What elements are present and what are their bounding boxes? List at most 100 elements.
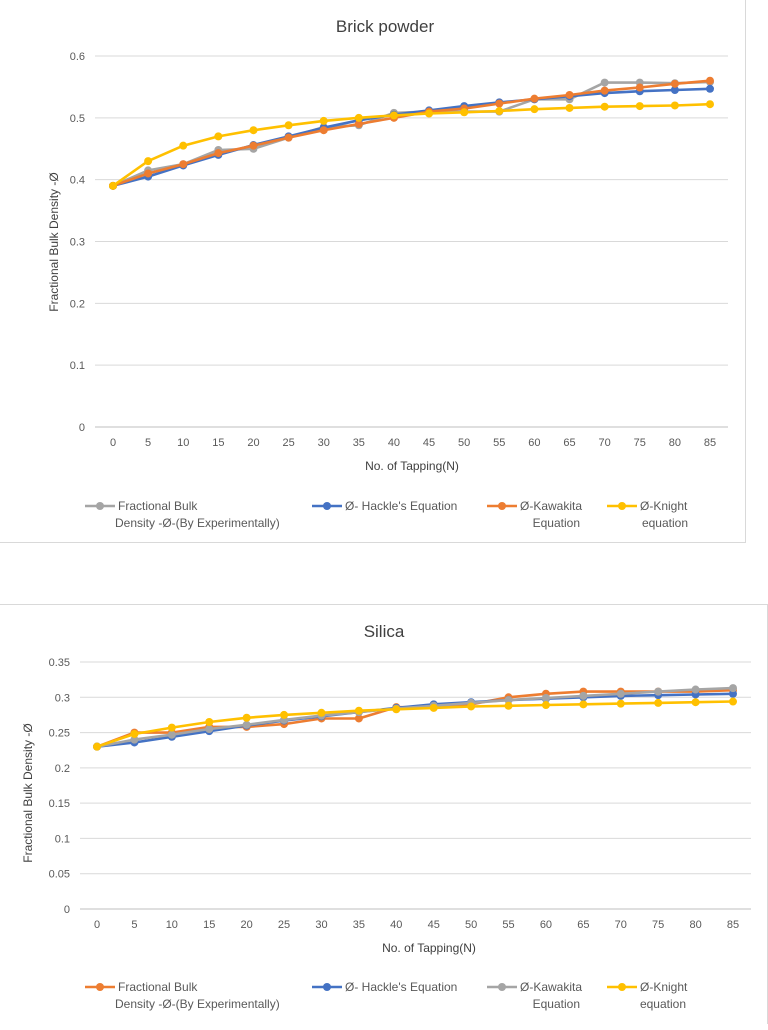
x-tick-label: 50 (458, 437, 470, 449)
legend-label: Ø- Hackle's Equation (345, 499, 457, 513)
data-point (600, 86, 609, 95)
x-tick-label: 60 (540, 919, 552, 931)
x-tick-label: 10 (177, 437, 189, 449)
legend-label: equation (642, 516, 688, 530)
chart-svg: Silica 0 0.05 0.1 0.15 0.2 0.25 0.3 0.35 0 5 10 15 20… (21, 622, 751, 1011)
legend-label: Fractional Bulk (118, 499, 198, 513)
data-point (729, 697, 737, 706)
x-axis-label: No. of Tapping(N) (382, 941, 476, 955)
data-point (354, 714, 363, 723)
data-point (691, 685, 700, 694)
x-tick-label: 10 (166, 919, 178, 931)
data-point (635, 83, 644, 92)
data-point (214, 149, 223, 158)
x-tick-label: 25 (278, 919, 290, 931)
series-line (112, 87, 711, 188)
data-point (541, 701, 550, 710)
data-point (205, 717, 214, 726)
data-point (242, 720, 251, 729)
series-line (96, 686, 734, 748)
x-tick-label: 75 (652, 919, 664, 931)
x-axis-label: No. of Tapping(N) (365, 459, 459, 473)
data-point (495, 99, 504, 108)
legend-swatch-marker (323, 502, 331, 510)
x-tick-label: 40 (390, 919, 402, 931)
data-point (635, 102, 644, 111)
data-point (167, 730, 176, 739)
y-tick-label: 0.5 (70, 113, 85, 125)
legend-swatch-marker (96, 983, 104, 991)
x-tick-label: 70 (615, 919, 627, 931)
legend-label: Ø- Hackle's Equation (345, 980, 457, 994)
data-point (600, 78, 609, 87)
data-point (249, 141, 258, 150)
x-tick-label: 5 (131, 919, 137, 931)
y-tick-label: 0.15 (49, 798, 70, 810)
x-tick-label: 85 (727, 919, 739, 931)
data-point (706, 84, 714, 93)
series-line (112, 79, 711, 188)
data-point (565, 90, 574, 99)
chart-svg: Brick powder 0 0.1 0.2 0.3 0.4 0.5 0.6 0 5 10 15 20 2… (47, 17, 728, 530)
data-point (579, 691, 588, 700)
data-point (579, 700, 588, 709)
legend-swatch-marker (323, 983, 331, 991)
data-point (93, 742, 101, 751)
data-point (467, 702, 476, 711)
x-tick-label: 35 (353, 919, 365, 931)
y-tick-label: 0.2 (55, 763, 70, 775)
data-point (616, 699, 625, 708)
data-point (317, 708, 326, 717)
series-line (112, 102, 711, 187)
data-point (144, 169, 153, 178)
data-point (179, 160, 188, 169)
data-point (530, 105, 539, 114)
series-line (112, 80, 711, 187)
x-tick-label: 65 (563, 437, 575, 449)
series-line (96, 692, 734, 748)
x-tick-label: 15 (212, 437, 224, 449)
x-tick-label: 15 (203, 919, 215, 931)
x-tick-label: 20 (241, 919, 253, 931)
data-point (541, 693, 550, 702)
data-point (654, 687, 663, 696)
y-tick-label: 0 (79, 422, 85, 434)
x-tick-label: 5 (145, 437, 151, 449)
y-tick-label: 0.05 (49, 869, 70, 881)
data-point (691, 698, 700, 707)
x-tick-label: 55 (502, 919, 514, 931)
data-point (130, 729, 139, 738)
legend-label: Density -Ø-(By Experimentally) (115, 516, 280, 530)
chart-brick-powder: Brick powder 0 0.1 0.2 0.3 0.4 0.5 0.6 0 5 10 15 20 2… (0, 0, 746, 543)
x-tick-label: 35 (353, 437, 365, 449)
series-line (96, 688, 734, 748)
data-point (425, 109, 434, 118)
x-tick-label: 70 (599, 437, 611, 449)
x-tick-label: 60 (528, 437, 540, 449)
data-point (242, 713, 251, 722)
data-point (706, 100, 714, 109)
legend-label: Fractional Bulk (118, 980, 198, 994)
data-point (354, 120, 363, 129)
data-point (670, 86, 679, 95)
data-point (670, 79, 679, 88)
x-tick-label: 50 (465, 919, 477, 931)
x-tick-label: 0 (94, 919, 100, 931)
data-point (392, 705, 401, 714)
data-point (280, 710, 289, 719)
legend-label: Equation (533, 516, 580, 530)
legend-label: Ø-Knight (640, 980, 688, 994)
data-point (214, 132, 223, 141)
legend-swatch-marker (618, 502, 626, 510)
data-point (729, 684, 737, 693)
data-point (179, 141, 188, 150)
legend-label: Ø-Kawakita (520, 499, 582, 513)
data-point (460, 108, 469, 117)
legend-swatch-marker (498, 983, 506, 991)
data-point (284, 121, 293, 130)
y-axis-label: Fractional Bulk Density -Ø (47, 172, 61, 311)
x-tick-label: 45 (423, 437, 435, 449)
x-tick-label: 20 (247, 437, 259, 449)
chart-title: Silica (364, 622, 405, 641)
data-point (616, 689, 625, 698)
